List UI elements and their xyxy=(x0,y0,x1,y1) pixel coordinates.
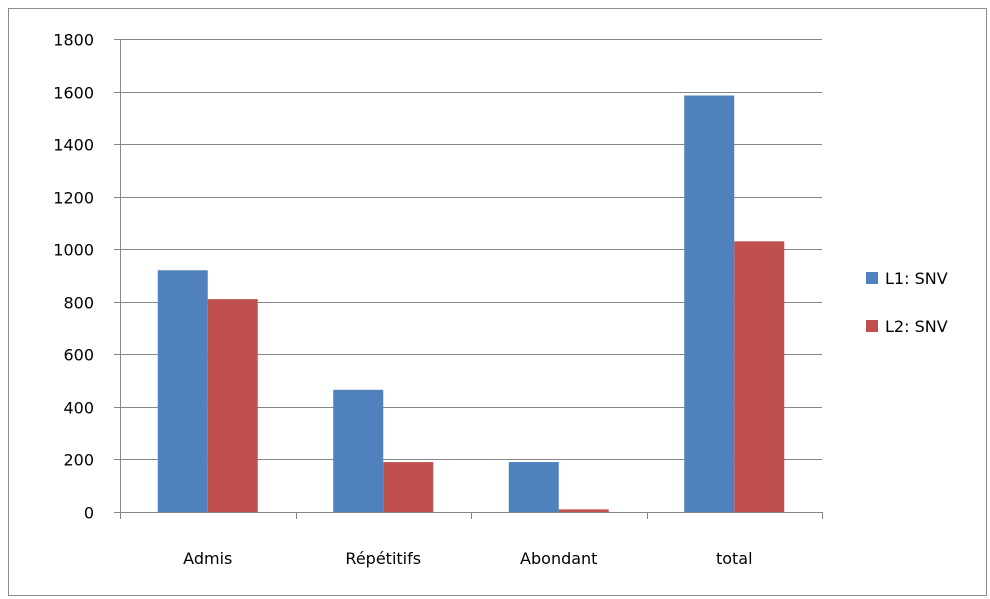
bar-répétitifs-series-1 xyxy=(333,389,384,512)
bar-total-series-2 xyxy=(734,241,785,513)
y-tick-label: 800 xyxy=(63,294,94,313)
x-category-label: Abondant xyxy=(520,549,597,568)
y-tick-label: 1600 xyxy=(53,84,94,103)
y-tick-label: 1800 xyxy=(53,31,94,50)
bars xyxy=(157,95,785,513)
x-category-label: Répétitifs xyxy=(345,549,421,568)
bar-abondant-series-2 xyxy=(558,509,609,512)
axis-labels: 0 200 400 600 800 1000 1200 1400 1600 1800 Admis Ré… xyxy=(53,31,752,569)
bar-admis-series-2 xyxy=(207,299,258,512)
legend-swatch-series-2 xyxy=(866,320,878,332)
x-category-label: Admis xyxy=(183,549,232,568)
y-tick-label: 1000 xyxy=(53,241,94,260)
bar-abondant-series-1 xyxy=(508,462,559,512)
y-tick-label: 1200 xyxy=(53,189,94,208)
legend-label-series-1: L1: SNV xyxy=(885,269,948,288)
y-tick-label: 200 xyxy=(63,451,94,470)
y-tick-label: 600 xyxy=(63,346,94,365)
axes xyxy=(114,39,823,519)
bar-admis-series-1 xyxy=(157,270,208,512)
y-tick-label: 1400 xyxy=(53,136,94,155)
legend-label-series-2: L2: SNV xyxy=(885,317,948,336)
bar-répétitifs-series-2 xyxy=(383,462,434,512)
x-category-label: total xyxy=(716,549,753,568)
legend-swatch-series-1 xyxy=(866,272,878,284)
y-tick-label: 0 xyxy=(84,504,94,523)
y-tick-label: 400 xyxy=(63,399,94,418)
legend: L1: SNV L2: SNV xyxy=(866,269,948,336)
bar-total-series-1 xyxy=(684,95,735,512)
